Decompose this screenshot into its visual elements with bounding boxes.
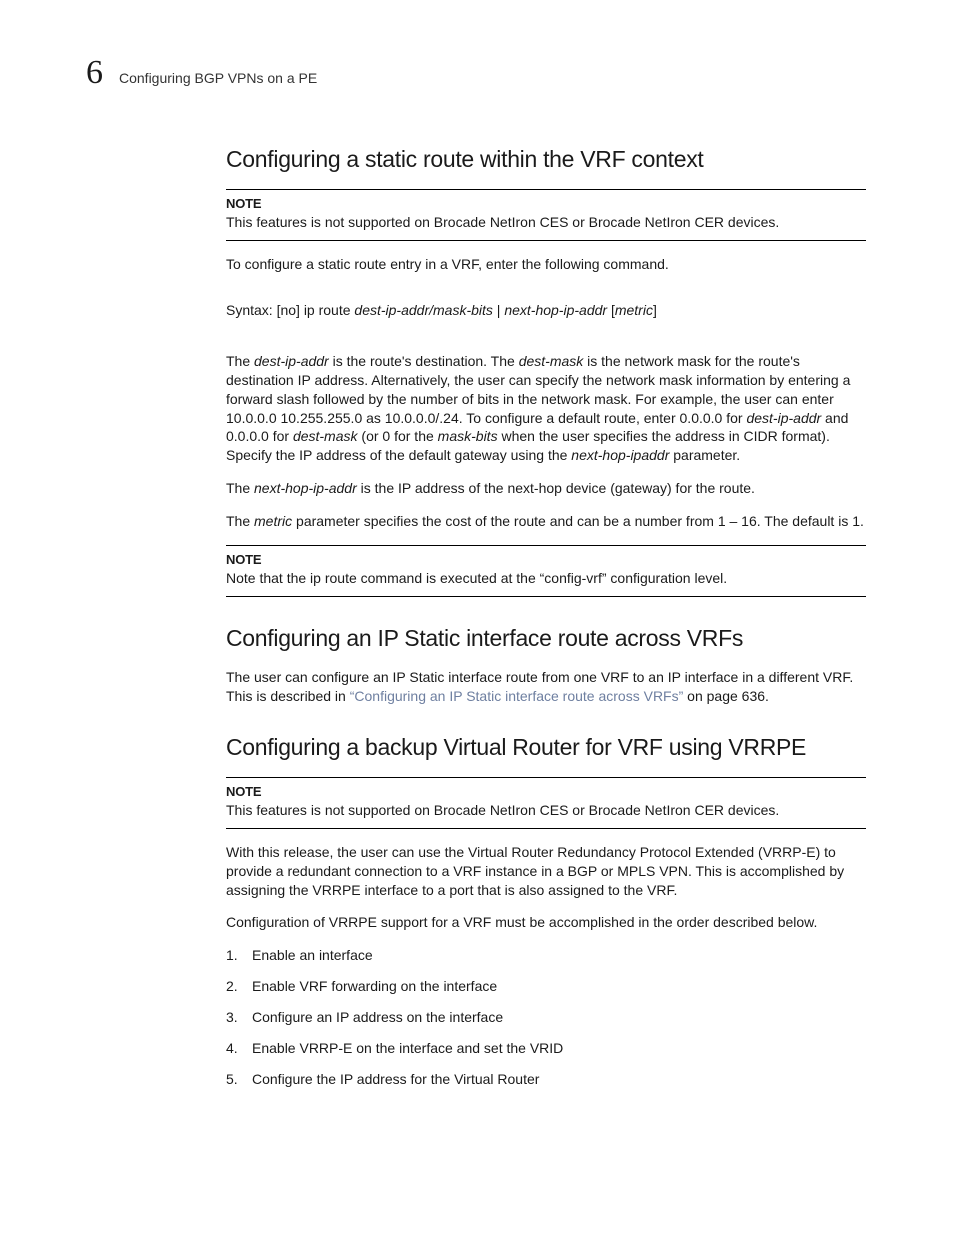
section-title-vrrpe: Configuring a backup Virtual Router for … [226,734,866,761]
syntax-line: Syntax: [no] ip route dest-ip-addr/mask-… [226,302,866,318]
paragraph: With this release, the user can use the … [226,843,866,900]
paragraph: The next-hop-ip-addr is the IP address o… [226,479,866,498]
content-column: Configuring a static route within the VR… [226,146,866,1089]
syntax-arg: dest-ip-addr/mask-bits [354,302,493,318]
syntax-sep: ] [653,302,657,318]
paragraph: The user can configure an IP Static inte… [226,668,866,706]
paragraph: The dest-ip-addr is the route's destinat… [226,352,866,465]
paragraph: The metric parameter specifies the cost … [226,512,866,531]
step-item: Configure the IP address for the Virtual… [226,1070,866,1089]
step-item: Configure an IP address on the interface [226,1008,866,1027]
note-body: This features is not supported on Brocad… [226,214,779,230]
syntax-arg: next-hop-ip-addr [504,302,607,318]
syntax-sep: | [493,302,504,318]
syntax-arg: metric [615,302,653,318]
cross-reference-link[interactable]: “Configuring an IP Static interface rout… [350,688,684,704]
note-box: NOTE Note that the ip route command is e… [226,545,866,597]
page-header: 6 Configuring BGP VPNs on a PE [86,56,868,90]
step-item: Enable VRRP-E on the interface and set t… [226,1039,866,1058]
section-title-ip-static-across-vrfs: Configuring an IP Static interface route… [226,625,866,652]
step-item: Enable an interface [226,946,866,965]
step-item: Enable VRF forwarding on the interface [226,977,866,996]
note-label: NOTE [226,196,866,211]
ordered-steps: Enable an interface Enable VRF forwardin… [226,946,866,1088]
paragraph: Configuration of VRRPE support for a VRF… [226,913,866,932]
section-title-static-route: Configuring a static route within the VR… [226,146,866,173]
syntax-prefix: Syntax: [no] ip route [226,302,354,318]
note-body: Note that the ip route command is execut… [226,570,727,586]
page: 6 Configuring BGP VPNs on a PE Configuri… [0,0,954,1235]
note-body: This features is not supported on Brocad… [226,802,779,818]
breadcrumb: Configuring BGP VPNs on a PE [119,70,317,86]
note-box: NOTE This features is not supported on B… [226,777,866,829]
syntax-sep: [ [607,302,615,318]
chapter-number: 6 [86,56,103,90]
note-box: NOTE This features is not supported on B… [226,189,866,241]
note-label: NOTE [226,552,866,567]
note-label: NOTE [226,784,866,799]
paragraph: To configure a static route entry in a V… [226,255,866,274]
